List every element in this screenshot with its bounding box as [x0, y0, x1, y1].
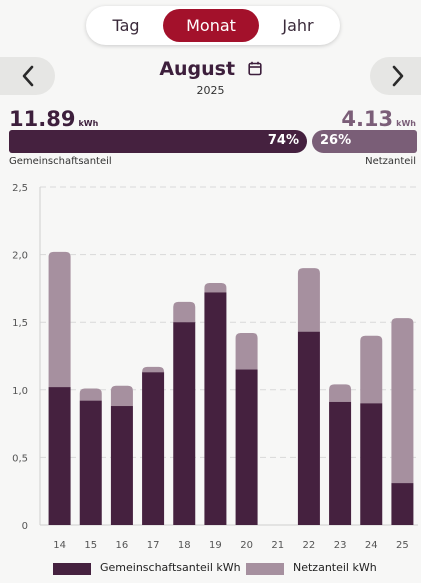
x-tick-label: 15 — [84, 540, 97, 551]
legend-swatch-grid — [246, 563, 284, 575]
y-tick-label: 2,0 — [12, 251, 28, 262]
year-label: 2025 — [196, 84, 225, 97]
previous-period-button[interactable] — [0, 57, 55, 95]
bar-community-share — [110, 406, 133, 525]
bar-grid-share — [110, 385, 133, 407]
community-value-number: 11.89 — [9, 107, 76, 131]
grid-share-bar: 26% — [312, 130, 417, 153]
x-tick-label: 21 — [271, 540, 284, 551]
x-tick-label: 19 — [209, 540, 222, 551]
bar-grid-share — [79, 388, 102, 401]
community-share-bar: 74% — [9, 130, 307, 153]
bar-grid-share — [360, 335, 383, 404]
community-value-unit: kWh — [78, 119, 99, 128]
y-tick-label: 1,0 — [12, 386, 28, 397]
bar-grid-share — [204, 282, 227, 293]
x-tick-label: 23 — [334, 540, 347, 551]
y-tick-label: 0 — [22, 521, 28, 532]
x-tick-label: 20 — [240, 540, 253, 551]
bar-community-share — [391, 483, 414, 525]
period-selector: Tag Monat Jahr — [86, 6, 340, 45]
x-tick-label: 16 — [116, 540, 129, 551]
tab-day[interactable]: Tag — [112, 16, 140, 35]
bar-grid-share — [48, 251, 71, 388]
community-share-label: Gemeinschaftsanteil — [9, 156, 112, 167]
x-tick-label: 25 — [396, 540, 409, 551]
bar-community-share — [297, 331, 320, 525]
bar-community-share — [329, 401, 352, 525]
bar-grid-share — [235, 333, 258, 370]
y-tick-label: 2,5 — [12, 183, 28, 194]
calendar-icon[interactable] — [248, 59, 262, 81]
community-share-percent: 74% — [267, 133, 299, 148]
bar-grid-share — [329, 384, 352, 402]
community-energy-value: 11.89 kWh — [9, 107, 98, 131]
grid-value-unit: kWh — [396, 119, 416, 128]
bar-community-share — [48, 387, 71, 525]
tab-month[interactable]: Monat — [163, 9, 259, 42]
bar-community-share — [142, 372, 165, 525]
daily-energy-chart: 0 0,5 1,0 1,5 2,0 2,5 14 15 16 17 18 19 20 21 22 23 24 25 — [12, 183, 418, 551]
legend-label-community: Gemeinschaftsanteil kWh — [100, 561, 241, 574]
bar-grid-share — [142, 366, 165, 373]
y-tick-label: 0,5 — [12, 453, 28, 464]
x-tick-label: 22 — [303, 540, 316, 551]
chevron-right-icon — [392, 65, 403, 87]
grid-value-number: 4.13 — [341, 107, 394, 131]
bar-grid-share — [391, 318, 414, 484]
period-title: August — [100, 58, 321, 81]
grid-share-percent: 26% — [320, 133, 352, 148]
grid-energy-value: 4.13 kWh — [341, 107, 416, 131]
x-tick-label: 14 — [53, 540, 66, 551]
legend-label-grid: Netzanteil kWh — [293, 561, 377, 574]
bar-community-share — [173, 322, 196, 525]
x-tick-label: 24 — [365, 540, 378, 551]
bar-community-share — [79, 400, 102, 525]
x-tick-label: 17 — [147, 540, 160, 551]
chevron-left-icon — [22, 65, 33, 87]
bar-community-share — [235, 369, 258, 525]
x-tick-label: 18 — [178, 540, 191, 551]
bar-community-share — [204, 292, 227, 525]
tab-year[interactable]: Jahr — [282, 16, 314, 35]
bar-grid-share — [297, 268, 320, 332]
legend-swatch-community — [53, 563, 91, 575]
bar-grid-share — [173, 301, 196, 323]
bar-community-share — [360, 403, 383, 525]
y-tick-label: 1,5 — [12, 318, 28, 329]
next-period-button[interactable] — [370, 57, 421, 95]
grid-share-label: Netzanteil — [365, 156, 416, 167]
month-label: August — [159, 58, 236, 80]
